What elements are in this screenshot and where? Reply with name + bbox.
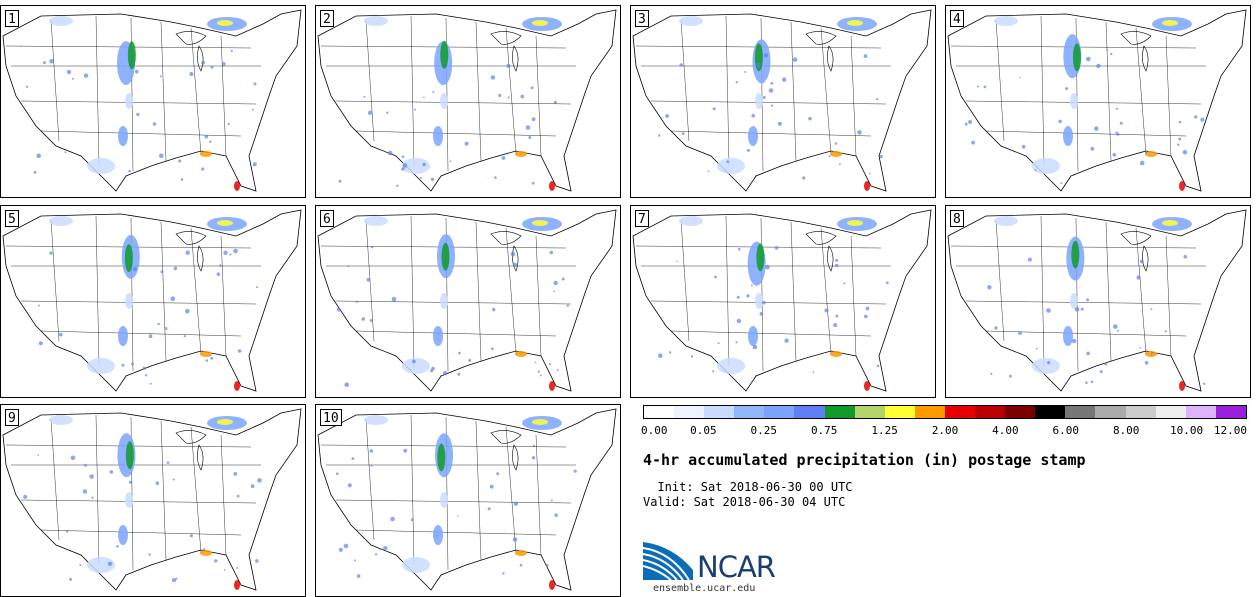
conus-map-icon bbox=[632, 209, 932, 392]
postage-stamp-map: 1 bbox=[0, 5, 306, 198]
colorbar-segment bbox=[1125, 406, 1156, 418]
conus-map-icon bbox=[947, 9, 1247, 192]
ncar-logo-icon bbox=[643, 542, 693, 581]
colorbar-segment bbox=[644, 406, 675, 418]
colorbar-segment bbox=[794, 406, 825, 418]
colorbar-tick-label: 6.00 bbox=[1052, 424, 1080, 437]
colorbar-segment bbox=[854, 406, 885, 418]
colorbar-tick-label: 1.25 bbox=[871, 424, 898, 437]
colorbar-tick-label: 0.05 bbox=[690, 424, 717, 437]
colorbar-segment bbox=[884, 406, 915, 418]
colorbar-segment bbox=[674, 406, 705, 418]
member-label: 1 bbox=[5, 10, 19, 27]
figure-title: 4-hr accumulated precipitation (in) post… bbox=[643, 451, 1086, 469]
conus-map-icon bbox=[317, 209, 617, 392]
conus-map-icon bbox=[317, 408, 617, 591]
colorbar-segment bbox=[914, 406, 945, 418]
colorbar-tick-label: 4.00 bbox=[992, 424, 1019, 437]
postage-stamp-map: 9 bbox=[0, 404, 306, 597]
conus-map-icon bbox=[632, 9, 932, 192]
postage-stamp-map: 4 bbox=[945, 5, 1251, 198]
member-label: 7 bbox=[635, 210, 649, 227]
colorbar-tick-label: 10.00 bbox=[1170, 424, 1204, 437]
colorbar-tick-labels: 0.00 0.05 0.25 0.75 1.25 2.00 4.00 6.00 8.00 10.0… bbox=[641, 424, 1247, 438]
member-label: 5 bbox=[5, 210, 19, 227]
precip-colorbar bbox=[643, 405, 1247, 419]
colorbar-tick-label: 2.00 bbox=[931, 424, 959, 437]
logo-url: ensemble.ucar.edu bbox=[653, 583, 756, 594]
conus-map-icon bbox=[317, 9, 617, 192]
member-label: 2 bbox=[320, 10, 334, 27]
colorbar-segment bbox=[1035, 406, 1066, 418]
conus-map-icon bbox=[2, 408, 302, 591]
conus-map-icon bbox=[2, 209, 302, 392]
colorbar-segment bbox=[975, 406, 1006, 418]
postage-stamp-map: 10 bbox=[315, 404, 621, 597]
postage-stamp-map: 2 bbox=[315, 5, 621, 198]
colorbar-tick-label: 12.00 bbox=[1213, 424, 1247, 437]
member-label: 9 bbox=[5, 409, 19, 426]
member-label: 10 bbox=[320, 409, 342, 426]
member-label: 3 bbox=[635, 10, 649, 27]
colorbar-tick-label: 0.75 bbox=[810, 424, 838, 437]
member-label: 8 bbox=[950, 210, 964, 227]
colorbar-segment bbox=[824, 406, 855, 418]
colorbar-segment bbox=[1215, 406, 1246, 418]
postage-stamp-map: 6 bbox=[315, 205, 621, 398]
colorbar-tick-label: 0.25 bbox=[750, 424, 778, 437]
postage-stamp-map: 7 bbox=[630, 205, 936, 398]
colorbar-segment bbox=[1185, 406, 1216, 418]
init-time: Init: Sat 2018-06-30 00 UTC bbox=[643, 480, 853, 494]
postage-stamp-map: 5 bbox=[0, 205, 306, 398]
colorbar-segment bbox=[734, 406, 765, 418]
valid-time: Valid: Sat 2018-06-30 04 UTC bbox=[643, 495, 846, 509]
colorbar-segment bbox=[1155, 406, 1186, 418]
colorbar-tick-label: 0.00 bbox=[641, 424, 668, 437]
postage-stamp-map: 8 bbox=[945, 205, 1251, 398]
conus-map-icon bbox=[2, 9, 302, 192]
colorbar-segment bbox=[944, 406, 976, 418]
colorbar-segment bbox=[704, 406, 735, 418]
logo-name: NCAR bbox=[697, 550, 776, 584]
conus-map-icon bbox=[947, 209, 1247, 392]
postage-stamp-map: 3 bbox=[630, 5, 936, 198]
member-label: 6 bbox=[320, 210, 334, 227]
colorbar-segment bbox=[1005, 406, 1036, 418]
colorbar-segment bbox=[764, 406, 795, 418]
colorbar-segment bbox=[1095, 406, 1126, 418]
colorbar-tick-label: 8.00 bbox=[1112, 424, 1140, 437]
member-label: 4 bbox=[950, 10, 964, 27]
colorbar-segment bbox=[1065, 406, 1096, 418]
